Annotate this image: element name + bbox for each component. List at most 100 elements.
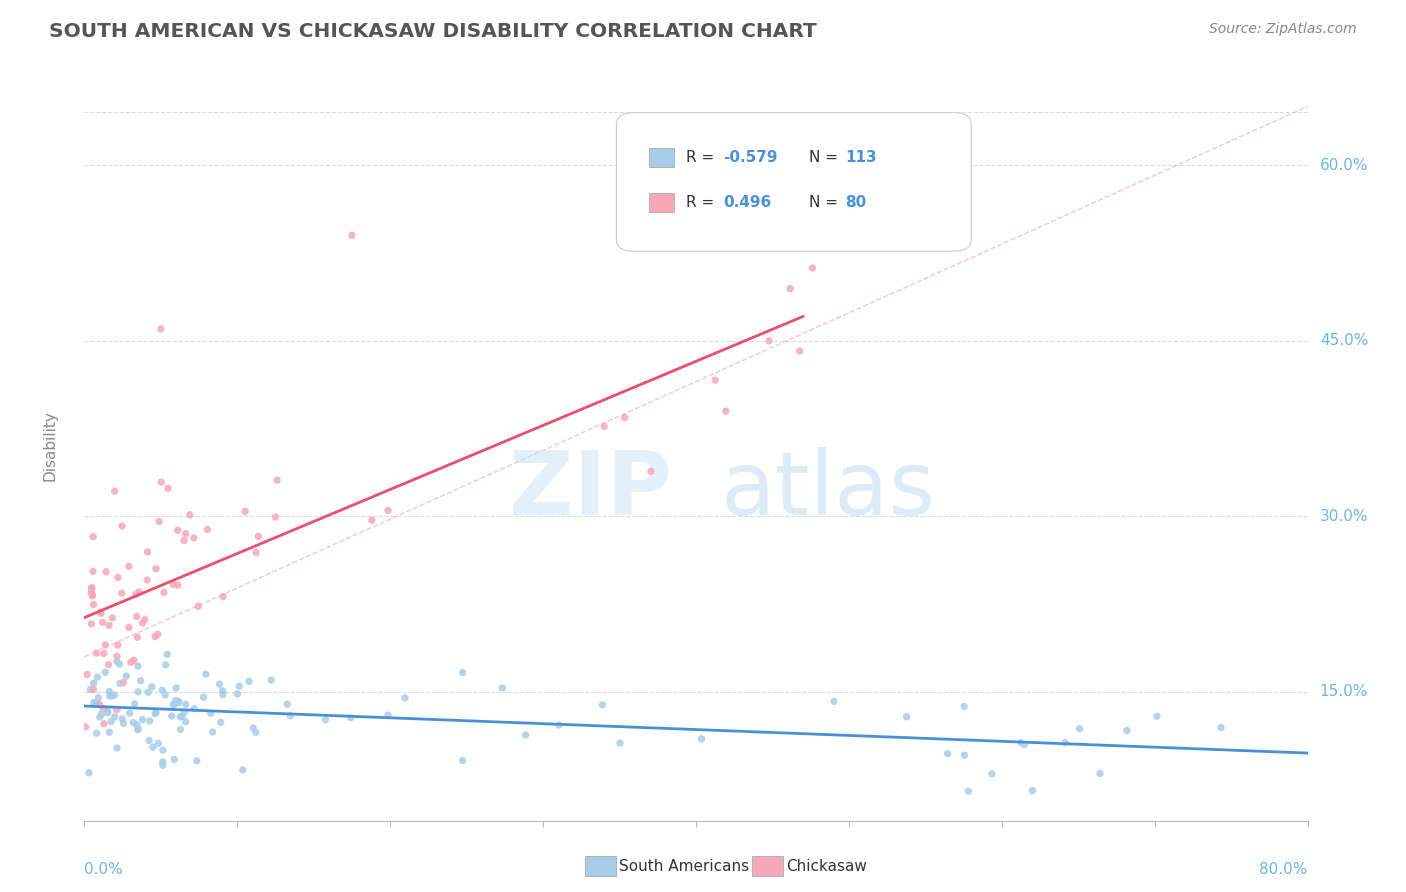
Point [340,228,363,243]
Point [957,784,980,798]
Point [86,646,108,660]
Text: 0.496: 0.496 [723,195,770,210]
Point [823,694,845,708]
Point [87,690,110,705]
Point [139,714,162,728]
Point [105,655,128,669]
Point [166,578,188,592]
Text: Chickasaw: Chickasaw [786,859,868,873]
Point [136,545,159,559]
Point [609,736,631,750]
Point [80,585,103,599]
Point [201,725,224,739]
Point [183,702,205,716]
Point [105,741,128,756]
Point [77,765,100,780]
Point [105,649,128,664]
Point [264,510,287,524]
Point [211,688,233,702]
Point [90,707,112,722]
Point [152,758,174,772]
Point [80,581,103,595]
Point [157,481,180,495]
Point [276,697,298,711]
Point [153,688,176,702]
Point [127,723,149,737]
Point [96,565,118,579]
Point [100,714,122,729]
Point [122,653,145,667]
Point [173,533,195,548]
Text: 80: 80 [845,195,866,210]
Point [150,475,173,489]
Point [124,697,146,711]
Point [245,545,267,559]
Point [91,701,114,715]
Point [82,589,104,603]
Point [131,713,153,727]
Point [134,612,156,626]
Point [143,630,166,644]
Point [758,334,780,348]
Point [162,698,184,712]
Point [238,674,260,689]
Point [145,561,167,575]
Point [91,615,114,630]
Point [266,473,288,487]
Point [209,715,232,730]
Point [127,718,149,732]
Point [112,716,135,731]
Point [97,657,120,672]
Point [80,581,103,595]
Point [714,404,737,418]
Text: -0.579: -0.579 [723,150,778,165]
Point [245,725,267,739]
Point [136,685,159,699]
Point [172,709,194,723]
Point [146,627,169,641]
Point [152,743,174,757]
Point [163,752,186,766]
Point [93,716,115,731]
Point [122,715,145,730]
Point [212,590,235,604]
Point [108,657,131,672]
Point [1054,736,1077,750]
Point [163,698,186,713]
Text: 45.0%: 45.0% [1320,333,1368,348]
Point [82,588,104,602]
Point [82,530,104,544]
Point [377,503,399,517]
Point [101,689,124,703]
Point [197,523,219,537]
Point [451,754,474,768]
Point [82,565,104,579]
Point [166,523,188,537]
Point [145,706,167,720]
Text: N =: N = [808,195,842,210]
Point [75,720,97,734]
Point [148,736,170,750]
Point [148,515,170,529]
Point [314,713,336,727]
Point [187,599,209,614]
Point [143,706,166,721]
FancyBboxPatch shape [650,193,673,212]
Point [208,677,231,691]
Point [127,630,149,644]
Text: South Americans: South Americans [619,859,749,873]
Point [896,710,918,724]
Text: 30.0%: 30.0% [1320,508,1368,524]
Point [111,712,134,726]
Text: 0.0%: 0.0% [84,862,124,877]
Point [167,695,190,709]
Point [233,504,256,518]
Point [94,665,117,680]
Point [394,690,416,705]
Point [228,679,250,693]
Point [98,689,121,703]
Point [115,669,138,683]
Point [179,508,201,522]
Point [232,763,254,777]
Point [127,659,149,673]
